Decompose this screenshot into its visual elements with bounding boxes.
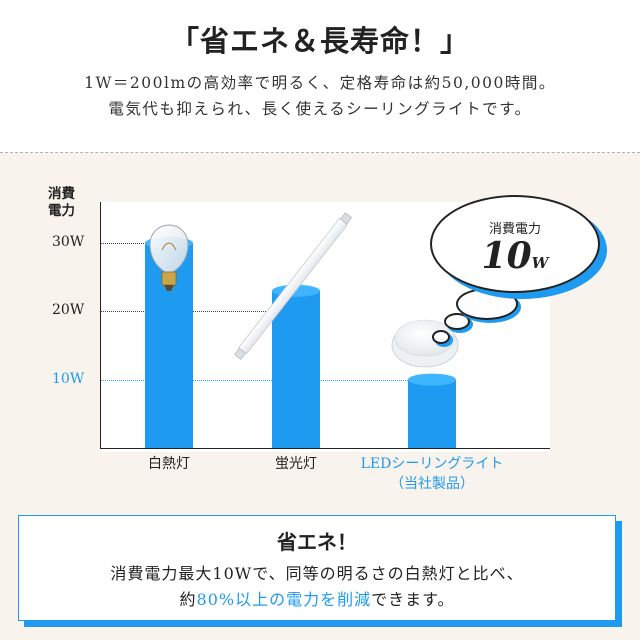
summary-line-1: 消費電力最大10Wで、同等の明るさの白熱灯と比べ、: [110, 564, 524, 583]
x-tick-label-line: 蛍光灯: [275, 456, 317, 472]
bubble-value: 10W: [432, 235, 598, 277]
thought-bubble-medium: [444, 313, 470, 330]
bubble-label: 消費電力: [488, 222, 541, 237]
header-description: 1W＝200lmの高効率で明るく、定格寿命は約50,000時間。 電気代も抑えら…: [0, 70, 640, 122]
summary-box: 省エネ！ 消費電力最大10Wで、同等の明るさの白熱灯と比べ、 約80%以上の電力…: [18, 515, 616, 621]
section-divider: [0, 152, 640, 153]
page-title: 「省エネ＆長寿命！」: [169, 24, 470, 58]
power-speech-bubble: 消費電力 10W: [430, 195, 600, 293]
x-tick-label: LEDシーリングライト （当社製品）: [342, 453, 522, 493]
thought-bubble-small: [432, 330, 450, 344]
y-axis-label-line-2: 電力: [48, 203, 75, 219]
y-axis-label: 消費 電力: [48, 186, 96, 220]
summary-line-2-prefix: 約: [179, 590, 197, 609]
bubble-unit: W: [531, 254, 549, 272]
summary-line-2-suffix: できます。: [371, 590, 455, 609]
y-axis-label-line-1: 消費: [48, 186, 75, 202]
header-section: 「省エネ＆長寿命！」 1W＝200lmの高効率で明るく、定格寿命は約50,000…: [0, 0, 640, 152]
header-description-line-2: 電気代も抑えられ、長く使えるシーリングライトです。: [108, 100, 532, 118]
gridline: [100, 379, 420, 381]
x-tick-label-line: 白熱灯: [148, 456, 190, 472]
y-tick-label: 30W: [52, 234, 85, 250]
summary-highlight: 80%以上の電力を削減: [196, 590, 372, 609]
summary-title: 省エネ！: [277, 530, 357, 554]
x-tick-label-line: （当社製品）: [390, 476, 474, 492]
bubble-number: 10: [481, 235, 532, 277]
x-tick-label: 蛍光灯: [206, 453, 386, 473]
x-tick-label-line: LEDシーリングライト: [360, 456, 504, 472]
x-axis-line: [100, 448, 550, 449]
header-description-line-1: 1W＝200lmの高効率で明るく、定格寿命は約50,000時間。: [84, 74, 556, 92]
gridline: [100, 243, 150, 244]
y-tick-label: 20W: [52, 302, 85, 319]
gridline: [100, 311, 280, 313]
y-axis-line: [100, 202, 101, 448]
y-tick-label: 10W: [52, 370, 85, 387]
x-tick-label: 白熱灯: [79, 453, 259, 473]
summary-line-2: 約80%以上の電力を削減できます。: [19, 586, 615, 610]
